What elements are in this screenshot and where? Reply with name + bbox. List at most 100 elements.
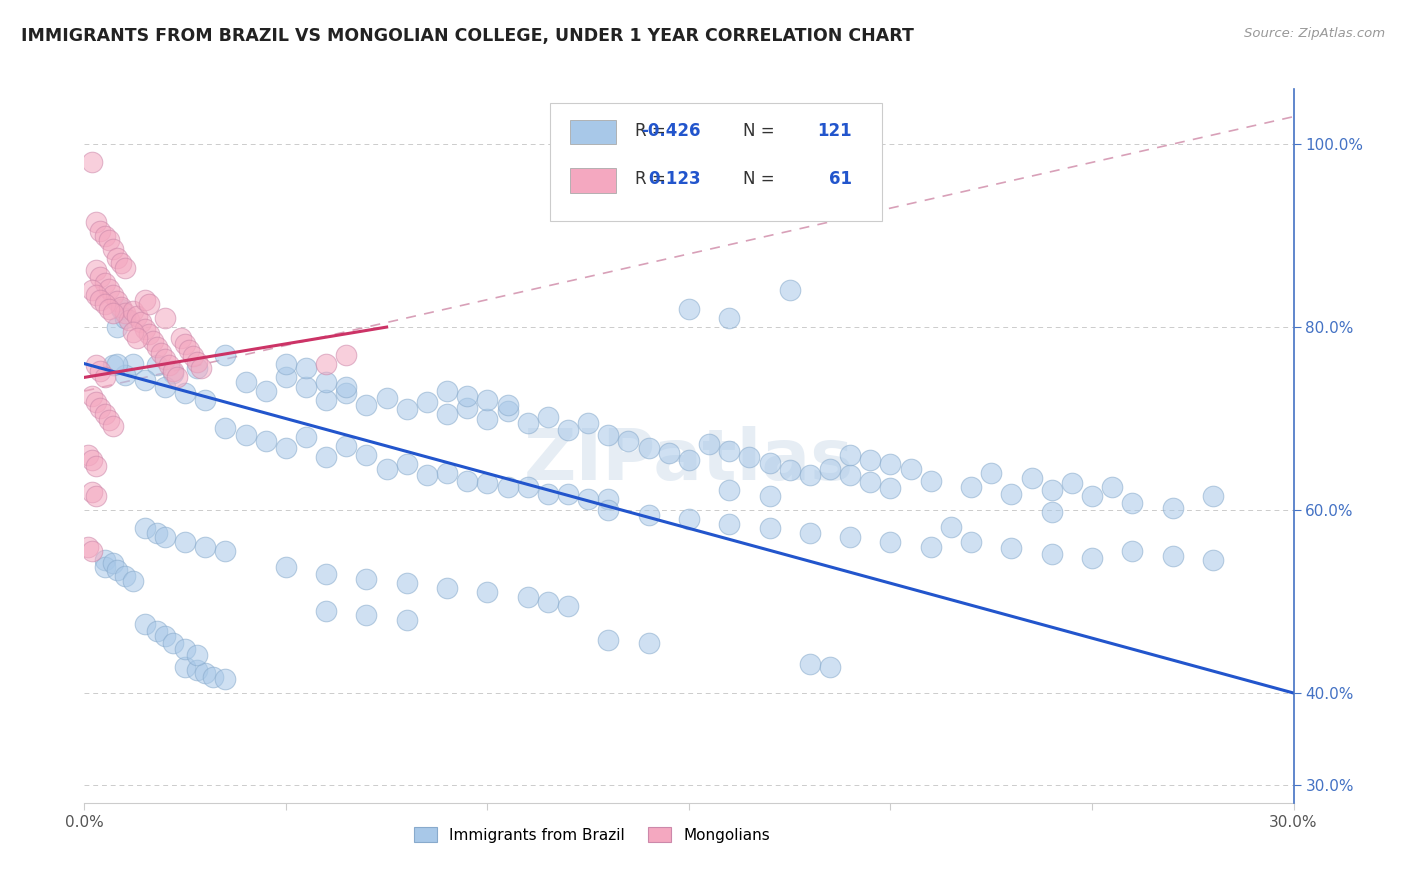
Point xyxy=(89,364,111,378)
Point xyxy=(86,489,108,503)
Point xyxy=(335,379,357,393)
Point xyxy=(436,581,458,595)
Point xyxy=(1081,550,1104,565)
Point xyxy=(101,306,124,320)
Point xyxy=(799,525,821,540)
Point xyxy=(839,468,862,483)
Point xyxy=(125,309,148,323)
Point xyxy=(839,448,862,462)
Point xyxy=(125,331,148,345)
Point xyxy=(939,519,962,533)
Point xyxy=(138,297,160,311)
Point xyxy=(101,359,124,373)
Point xyxy=(86,215,108,229)
Point xyxy=(105,294,128,309)
Point xyxy=(105,320,128,334)
Point xyxy=(97,233,120,247)
Point xyxy=(93,553,115,567)
Point xyxy=(395,458,418,472)
Point xyxy=(82,484,104,499)
Point xyxy=(1000,486,1022,500)
Point xyxy=(146,340,169,354)
Point xyxy=(114,368,136,382)
Point xyxy=(637,441,659,455)
Point xyxy=(477,585,499,599)
Point xyxy=(134,293,156,307)
Point xyxy=(416,395,439,409)
Point xyxy=(274,559,297,574)
Point xyxy=(174,642,197,657)
Point xyxy=(86,459,108,474)
Point xyxy=(101,288,124,302)
Point xyxy=(157,359,180,373)
Point xyxy=(129,316,152,330)
Point xyxy=(718,310,741,325)
Point xyxy=(274,357,297,371)
Point xyxy=(86,288,108,302)
Text: IMMIGRANTS FROM BRAZIL VS MONGOLIAN COLLEGE, UNDER 1 YEAR CORRELATION CHART: IMMIGRANTS FROM BRAZIL VS MONGOLIAN COLL… xyxy=(21,27,914,45)
Point xyxy=(456,389,478,403)
Text: N =: N = xyxy=(744,170,775,188)
Point xyxy=(89,269,111,284)
Point xyxy=(1121,544,1143,558)
Point xyxy=(598,428,620,442)
Point xyxy=(105,562,128,576)
Point xyxy=(960,535,983,549)
Point xyxy=(153,352,176,367)
Point xyxy=(900,462,922,476)
Point xyxy=(375,462,398,476)
Point xyxy=(274,370,297,384)
Point xyxy=(170,331,193,345)
Point xyxy=(138,327,160,342)
Point xyxy=(356,608,378,623)
Point xyxy=(186,355,208,369)
Point xyxy=(436,407,458,421)
Point xyxy=(93,370,115,384)
Point xyxy=(93,297,115,311)
Point xyxy=(799,657,821,671)
Point xyxy=(93,276,115,290)
Point xyxy=(146,359,169,373)
Point xyxy=(1081,489,1104,503)
Point xyxy=(315,450,337,464)
Point xyxy=(1161,501,1184,516)
Point xyxy=(214,347,236,361)
Point xyxy=(456,401,478,415)
Point xyxy=(516,480,538,494)
Point xyxy=(194,393,217,408)
Text: 0.123: 0.123 xyxy=(648,170,702,188)
Point xyxy=(97,301,120,316)
Point xyxy=(295,379,318,393)
Point xyxy=(436,467,458,481)
Point xyxy=(93,228,115,243)
Point xyxy=(101,418,124,433)
Point xyxy=(82,389,104,403)
Point xyxy=(758,489,780,503)
Point xyxy=(235,428,257,442)
Point xyxy=(1040,483,1063,497)
Point xyxy=(110,256,132,270)
Point xyxy=(105,252,128,266)
Point xyxy=(295,430,318,444)
Point xyxy=(174,336,197,351)
Point xyxy=(89,293,111,307)
Point xyxy=(194,540,217,554)
Point xyxy=(456,474,478,488)
Point xyxy=(114,310,136,325)
Point xyxy=(194,665,217,680)
Text: 121: 121 xyxy=(817,121,852,139)
Point xyxy=(356,398,378,412)
Point xyxy=(114,306,136,320)
Point xyxy=(118,312,141,326)
Point xyxy=(637,508,659,522)
Point xyxy=(89,224,111,238)
Point xyxy=(162,636,184,650)
Point xyxy=(375,392,398,406)
Point xyxy=(166,370,188,384)
Point xyxy=(496,398,519,412)
Point xyxy=(718,516,741,531)
Point xyxy=(146,624,169,638)
Point xyxy=(1161,549,1184,563)
Point xyxy=(1000,541,1022,556)
Point xyxy=(718,483,741,497)
